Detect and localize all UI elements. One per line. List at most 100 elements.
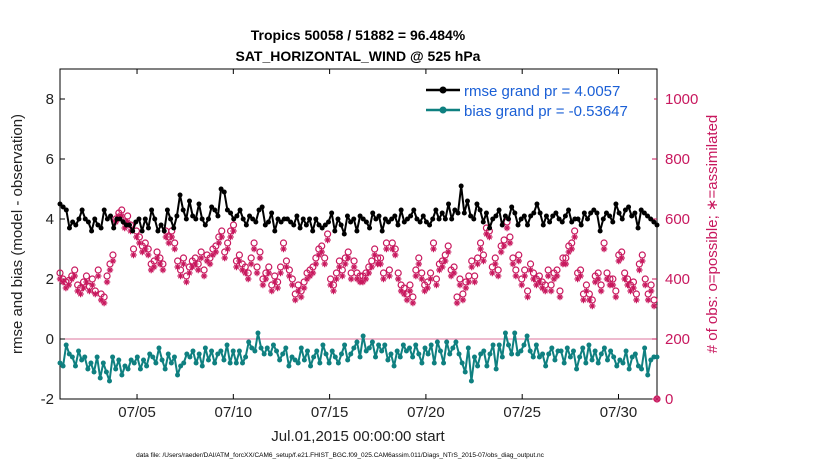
- obs-assimilated-point: [636, 266, 643, 274]
- obs-assimilated-point: [303, 275, 311, 283]
- obs-assimilated-point: [327, 281, 334, 289]
- rmse-point: [376, 213, 382, 219]
- rmse-point: [474, 201, 480, 207]
- obs-assimilated-point: [362, 275, 370, 283]
- rmse-point: [506, 216, 512, 222]
- y-right-tick-label: 200: [665, 331, 690, 348]
- bias-point: [608, 348, 614, 354]
- obs-assimilated-point: [524, 293, 531, 301]
- obs-assimilated-point: [109, 257, 117, 265]
- rmse-point: [344, 213, 350, 219]
- rmse-point: [142, 216, 148, 222]
- rmse-point: [442, 216, 448, 222]
- obs-assimilated-point: [468, 263, 475, 271]
- bias-point: [496, 342, 502, 348]
- y-right-tick-label: 1000: [665, 91, 698, 108]
- bias-point: [190, 348, 196, 354]
- bias-point: [230, 348, 236, 354]
- obs-assimilated-point: [209, 251, 217, 259]
- rmse-point: [259, 204, 265, 210]
- rmse-point: [477, 207, 483, 213]
- obs-assimilated-point: [653, 395, 661, 403]
- bias-point: [218, 348, 224, 354]
- obs-assimilated-point: [177, 272, 184, 280]
- bias-point: [94, 354, 100, 360]
- bias-point: [481, 348, 487, 354]
- rmse-point: [524, 222, 530, 228]
- bias-point: [283, 345, 289, 351]
- bias-point: [360, 333, 366, 339]
- rmse-point: [348, 219, 354, 225]
- rmse-point: [468, 213, 474, 219]
- rmse-point: [626, 204, 632, 210]
- obs-assimilated-point: [62, 284, 70, 292]
- rmse-point: [641, 210, 647, 216]
- obs-assimilated-point: [318, 248, 325, 256]
- rmse-point: [411, 207, 417, 213]
- rmse-point: [66, 225, 72, 231]
- bias-point: [382, 342, 388, 348]
- rmse-point: [253, 219, 259, 225]
- chart-title-line2: SAT_HORIZONTAL_WIND @ 525 hPa: [236, 48, 481, 64]
- rmse-point: [215, 213, 221, 219]
- obs-assimilated-point: [562, 260, 570, 268]
- rmse-point: [654, 222, 660, 228]
- rmse-point: [351, 216, 357, 222]
- bias-point: [261, 351, 267, 357]
- rmse-point: [603, 210, 609, 216]
- bias-point: [512, 330, 518, 336]
- bias-point: [549, 345, 555, 351]
- rmse-point: [379, 228, 385, 234]
- obs-assimilated-point: [247, 260, 255, 268]
- bias-point: [484, 363, 490, 369]
- obs-assimilated-point: [74, 287, 81, 295]
- bias-point: [357, 354, 363, 360]
- x-axis-label: Jul.01,2015 00:00:00 start: [271, 428, 445, 445]
- rmse-point: [288, 219, 294, 225]
- rmse-point: [543, 213, 549, 219]
- obs-assimilated-point: [627, 287, 634, 295]
- chart-title-line1: Tropics 50058 / 51882 = 96.484%: [251, 27, 466, 43]
- bias-point: [267, 351, 273, 357]
- bias-point: [379, 348, 385, 354]
- bias-point: [335, 360, 341, 366]
- obs-assimilated-point: [230, 227, 237, 235]
- bias-point: [546, 351, 552, 357]
- rmse-point: [483, 210, 489, 216]
- rmse-point: [594, 210, 600, 216]
- obs-assimilated-point: [397, 287, 405, 295]
- obs-assimilated-point: [483, 230, 490, 238]
- obs-assimilated-point: [97, 296, 105, 304]
- bias-point: [422, 345, 428, 351]
- rmse-point: [139, 228, 145, 234]
- rmse-point: [455, 210, 461, 216]
- obs-assimilated-point: [71, 272, 78, 280]
- bias-point: [394, 348, 400, 354]
- bias-point: [252, 348, 258, 354]
- obs-assimilated-point: [224, 245, 231, 253]
- bias-point: [577, 354, 583, 360]
- bias-point: [493, 366, 499, 372]
- bias-point: [478, 351, 484, 357]
- bias-point: [298, 345, 304, 351]
- rmse-point: [82, 216, 88, 222]
- bias-point: [320, 342, 326, 348]
- rmse-point: [180, 207, 186, 213]
- obs-assimilated-point: [506, 239, 514, 247]
- rmse-point: [480, 219, 486, 225]
- obs-assimilated-point: [197, 254, 205, 262]
- rmse-point: [126, 222, 132, 228]
- rmse-point: [174, 213, 180, 219]
- bias-point: [227, 360, 233, 366]
- rmse-point: [120, 219, 126, 225]
- rmse-point: [234, 213, 240, 219]
- obs-assimilated-point: [400, 290, 408, 298]
- obs-assimilated-point: [297, 293, 305, 301]
- bias-point: [79, 357, 85, 363]
- bias-point: [304, 348, 310, 354]
- rmse-point: [367, 225, 373, 231]
- bias-point: [249, 345, 255, 351]
- rmse-point: [645, 213, 651, 219]
- bias-point: [175, 372, 181, 378]
- bias-point: [134, 354, 140, 360]
